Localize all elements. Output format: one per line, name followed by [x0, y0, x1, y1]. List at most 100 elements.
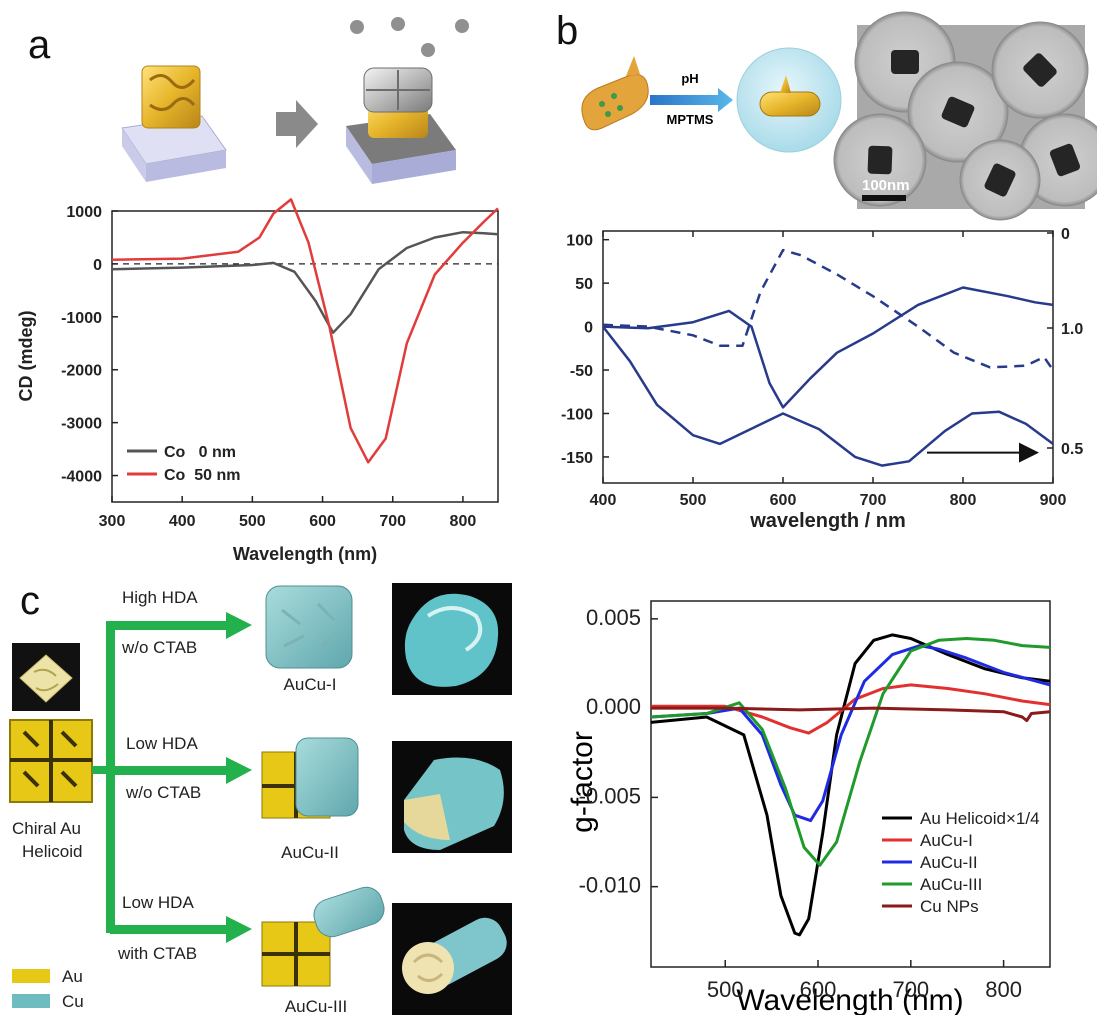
- panel-a: a: [16, 17, 499, 564]
- chart-a-legend: Co 0 nm Co 50 nm: [127, 444, 240, 484]
- sem-aucu-i: [392, 583, 512, 695]
- x-tick-label: 400: [590, 492, 617, 509]
- key-label-cu: Cu: [62, 992, 84, 1011]
- y-tick-label: 0: [584, 320, 593, 337]
- reaction-pathways: [92, 612, 252, 943]
- chart-b-xlabel: wavelength / nm: [749, 510, 906, 532]
- branch-3-cond1: Low HDA: [122, 893, 194, 912]
- y-tick-label: -0.010: [579, 873, 641, 898]
- series-line-4: [651, 706, 1051, 723]
- chiral-au-helicoid-model: [9, 719, 93, 803]
- chart-c-xlabel: Wavelength (nm): [736, 984, 963, 1015]
- panel-c-scheme: Chiral Au Helicoid High HDA w/o CTAB Low…: [9, 583, 512, 1015]
- x-tick-label: 800: [950, 492, 977, 509]
- gold-rod-in-shell: [759, 75, 821, 117]
- x-tick-label: 800: [985, 977, 1022, 1002]
- panel-letter-a: a: [28, 23, 51, 67]
- y-tick-label: -1000: [61, 310, 102, 327]
- legend-c-label-1: AuCu-I: [920, 831, 973, 850]
- start-label-line2: Helicoid: [22, 842, 82, 861]
- tem-core: [941, 96, 975, 128]
- y-tick-label: 0: [93, 257, 102, 274]
- series-line-1: [111, 198, 499, 464]
- legend-c-label-4: Cu NPs: [920, 897, 979, 916]
- y-tick-label: -150: [561, 450, 593, 467]
- panel-b-scheme: pH MPTMS 100nm: [581, 11, 1097, 221]
- material-key: Au Cu: [12, 967, 84, 1011]
- tem-core: [867, 145, 893, 175]
- metal-coated-helicoid: [363, 67, 433, 138]
- x-tick-label: 400: [169, 513, 196, 530]
- pathway-arrow-1: [110, 621, 230, 630]
- process-arrow-b: [650, 88, 733, 112]
- series-line-0: [602, 248, 1055, 371]
- right-tick-label: 1.0: [1061, 321, 1083, 338]
- legend-a-label-0: Co 0 nm: [164, 444, 236, 461]
- legend-c-label-0: Au Helicoid×1/4: [920, 809, 1040, 828]
- x-tick-label: 600: [309, 513, 336, 530]
- chart-a-frame: [111, 210, 499, 503]
- tem-core: [891, 50, 919, 74]
- panel-b: b pH MPTMS 100nm: [556, 9, 1097, 532]
- rod-with-dye: [581, 56, 649, 131]
- y-tick-label: -50: [570, 363, 593, 380]
- series-line-1: [602, 286, 1054, 409]
- tem-core: [984, 163, 1016, 197]
- sem-aucu-ii: [392, 741, 512, 853]
- sem-au-helicoid-inset: [12, 643, 80, 711]
- right-tick-label: 0: [1061, 226, 1070, 243]
- pathway-arrow-2: [110, 766, 230, 775]
- series-line-2: [602, 325, 1054, 467]
- series-line-0: [111, 230, 499, 334]
- x-tick-label: 600: [800, 977, 837, 1002]
- legend-a-label-1: Co 50 nm: [164, 467, 240, 484]
- aucu-iii-model: [261, 886, 385, 987]
- chart-a: CD (mdeg) Wavelength (nm) Co 0 nm Co 50 …: [16, 198, 499, 564]
- branch-3-cond2: with CTAB: [117, 944, 197, 963]
- chart-b: wavelength / nm 400 500 600 700 800 900-150-1…: [561, 226, 1083, 532]
- chart-c-frame: [650, 600, 1051, 968]
- legend-c-label-3: AuCu-III: [920, 875, 982, 894]
- x-tick-label: 700: [860, 492, 887, 509]
- aucu-ii-model: [261, 737, 359, 819]
- key-swatch-au: [12, 969, 50, 983]
- key-swatch-cu: [12, 994, 50, 1008]
- product-label-aucu-iii: AuCu-III: [285, 997, 347, 1015]
- product-label-aucu-ii: AuCu-II: [281, 843, 339, 862]
- y-tick-label: -3000: [61, 416, 102, 433]
- atom-dots: [350, 17, 469, 57]
- x-tick-label: 900: [1040, 492, 1067, 509]
- chart-b-frame: [602, 230, 1054, 484]
- y-tick-label: -100: [561, 406, 593, 423]
- y-tick-label: 100: [566, 233, 593, 250]
- y-tick-label: 0.000: [586, 694, 641, 719]
- chart-a-xlabel: Wavelength (nm): [233, 544, 377, 564]
- tem-core: [1049, 143, 1081, 177]
- series-line-3: [650, 637, 1051, 867]
- chart-c-ylabel: g-factor: [566, 731, 599, 833]
- tem-image: 100nm: [833, 11, 1097, 221]
- chart-a-ylabel: CD (mdeg): [16, 311, 36, 402]
- pathway-arrow-3: [110, 925, 230, 934]
- series-line-0: [650, 633, 1051, 937]
- y-tick-label: -2000: [61, 363, 102, 380]
- panel-letter-c: c: [20, 579, 40, 623]
- arrow-label-mptms: MPTMS: [667, 112, 714, 127]
- y-tick-label: 1000: [66, 204, 102, 221]
- branch-2-cond2: w/o CTAB: [125, 783, 201, 802]
- x-tick-label: 600: [770, 492, 797, 509]
- x-tick-label: 700: [379, 513, 406, 530]
- process-arrow-a: [276, 100, 318, 148]
- gold-helicoid-cube: [141, 65, 201, 129]
- y-tick-label: -0.005: [579, 783, 641, 808]
- series-line-2: [650, 644, 1051, 823]
- key-label-au: Au: [62, 967, 83, 986]
- x-tick-label: 300: [99, 513, 126, 530]
- y-tick-label: 0.005: [586, 605, 641, 630]
- product-label-aucu-i: AuCu-I: [284, 675, 337, 694]
- x-tick-label: 500: [707, 977, 744, 1002]
- scalebar: [862, 195, 906, 201]
- x-tick-label: 700: [892, 977, 929, 1002]
- panel-letter-b: b: [556, 9, 578, 53]
